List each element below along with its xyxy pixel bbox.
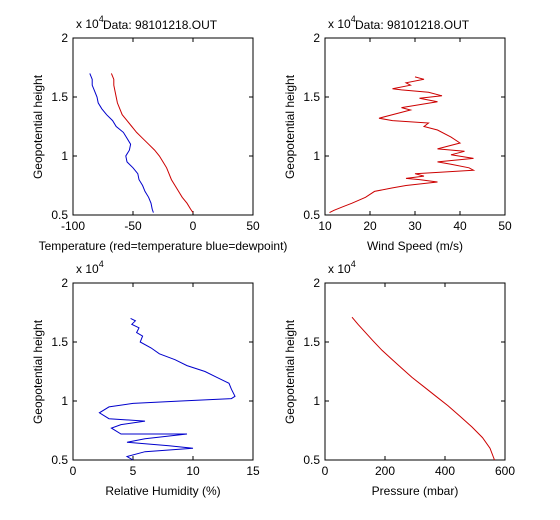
y-tick-label: 0.5 xyxy=(303,208,320,222)
plot-frame xyxy=(72,282,254,461)
series-line xyxy=(89,73,154,213)
y-tick-label: 2 xyxy=(313,31,320,45)
y-tick-label: 0.5 xyxy=(51,208,68,222)
y-tick-label: 1 xyxy=(313,394,320,408)
plot-frame xyxy=(324,282,506,461)
x-tick-label: 0 xyxy=(322,464,329,478)
x-tick-label: -100 xyxy=(61,219,85,233)
y-tick-label: 1.5 xyxy=(51,335,68,349)
y-tick-label: 2 xyxy=(61,31,68,45)
series-line xyxy=(110,73,194,213)
y-axis-label: Geopotential height xyxy=(283,74,297,179)
y-tick-label: 1 xyxy=(313,149,320,163)
x-tick-label: 50 xyxy=(498,219,512,233)
y-axis-label: Geopotential height xyxy=(31,319,45,424)
series-group xyxy=(98,317,236,461)
y-tick-label: 2 xyxy=(61,276,68,290)
x-axis-label: Temperature (red=temperature blue=dewpoi… xyxy=(39,239,288,253)
x-axis-label: Wind Speed (m/s) xyxy=(367,239,463,253)
subplot-wind-speed: 10 20 30 40 50 0.5 1 1.5 2 x 104 Data: 98101218.… xyxy=(283,14,512,253)
x-tick-label: 600 xyxy=(495,464,515,478)
x-tick-label: 20 xyxy=(363,219,377,233)
ticks: 0 5 10 15 0.5 1 1.5 2 xyxy=(51,276,260,478)
y-multiplier: x 104 xyxy=(76,259,104,276)
x-tick-label: 10 xyxy=(186,464,200,478)
x-tick-label: -50 xyxy=(124,219,142,233)
x-tick-label: 15 xyxy=(246,464,260,478)
ticks: 10 20 30 40 50 0.5 1 1.5 2 xyxy=(303,31,512,233)
chart-title: Data: 98101218.OUT xyxy=(103,18,218,32)
subplot-relative-humidity: 0 5 10 15 0.5 1 1.5 2 x 104 Relative Humidity (… xyxy=(31,259,260,498)
x-tick-label: 30 xyxy=(408,219,422,233)
y-tick-label: 1 xyxy=(61,149,68,163)
y-tick-label: 1.5 xyxy=(51,90,68,104)
y-tick-label: 1.5 xyxy=(303,90,320,104)
plot-frame xyxy=(72,37,254,216)
y-multiplier: x 104 xyxy=(328,14,356,31)
y-multiplier: x 104 xyxy=(76,14,104,31)
x-tick-label: 40 xyxy=(453,219,467,233)
y-tick-label: 1.5 xyxy=(303,335,320,349)
x-tick-label: 0 xyxy=(70,464,77,478)
series-line xyxy=(351,316,495,461)
x-tick-label: 200 xyxy=(375,464,395,478)
y-tick-label: 0.5 xyxy=(51,453,68,467)
x-tick-label: 400 xyxy=(435,464,455,478)
x-tick-label: 0 xyxy=(190,219,197,233)
y-tick-label: 1 xyxy=(61,394,68,408)
series-group xyxy=(89,73,194,213)
ticks: -100 -50 0 50 0.5 1 1.5 2 xyxy=(51,31,260,233)
x-tick-label: 10 xyxy=(318,219,332,233)
ticks: 0 200 400 600 0.5 1 1.5 2 xyxy=(303,276,515,478)
y-multiplier: x 104 xyxy=(328,259,356,276)
series-line xyxy=(98,317,236,461)
x-axis-label: Relative Humidity (%) xyxy=(105,484,220,498)
y-axis-label: Geopotential height xyxy=(283,319,297,424)
subplot-temperature: -100 -50 0 50 0.5 1 1.5 2 x 104 Data: 98101218.… xyxy=(31,14,287,253)
x-tick-label: 5 xyxy=(130,464,137,478)
series-line xyxy=(329,76,476,214)
x-tick-label: 50 xyxy=(246,219,260,233)
series-group xyxy=(351,316,495,461)
series-group xyxy=(329,76,476,214)
y-axis-label: Geopotential height xyxy=(31,74,45,179)
y-tick-label: 2 xyxy=(313,276,320,290)
y-tick-label: 0.5 xyxy=(303,453,320,467)
plot-frame xyxy=(324,37,506,216)
chart-title: Data: 98101218.OUT xyxy=(355,18,470,32)
subplot-pressure: 0 200 400 600 0.5 1 1.5 2 x 104 Pressure (mbar)… xyxy=(283,259,515,498)
x-axis-label: Pressure (mbar) xyxy=(372,484,459,498)
